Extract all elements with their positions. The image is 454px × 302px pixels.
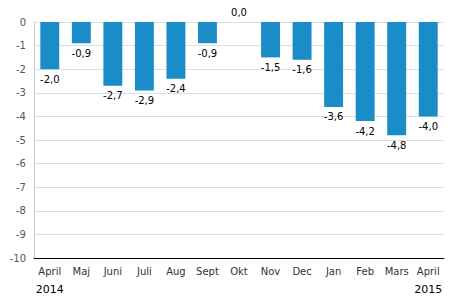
svg-text:-1,6: -1,6 xyxy=(292,64,312,75)
svg-text:-2,7: -2,7 xyxy=(103,90,123,101)
svg-text:April: April xyxy=(38,266,61,277)
svg-text:Mars: Mars xyxy=(385,266,409,277)
svg-text:-0,9: -0,9 xyxy=(198,48,218,59)
svg-text:-6: -6 xyxy=(16,158,26,169)
svg-text:-4,0: -4,0 xyxy=(418,121,438,132)
svg-text:-2: -2 xyxy=(16,64,26,75)
svg-text:-4: -4 xyxy=(16,111,26,122)
svg-text:0: 0 xyxy=(20,17,26,28)
svg-text:-3: -3 xyxy=(16,87,26,98)
svg-text:-2,9: -2,9 xyxy=(135,95,155,106)
svg-text:-4,2: -4,2 xyxy=(355,126,375,137)
svg-text:-10: -10 xyxy=(10,253,26,264)
svg-text:Okt: Okt xyxy=(230,266,248,277)
svg-text:Maj: Maj xyxy=(73,266,91,277)
svg-text:-7: -7 xyxy=(16,182,26,193)
svg-text:-1,5: -1,5 xyxy=(261,62,281,73)
svg-text:Dec: Dec xyxy=(292,266,311,277)
svg-text:Jan: Jan xyxy=(325,266,341,277)
svg-text:0,0: 0,0 xyxy=(231,7,247,18)
svg-text:Juni: Juni xyxy=(103,266,122,277)
svg-text:-2,0: -2,0 xyxy=(40,74,60,85)
svg-text:Sept: Sept xyxy=(196,266,219,277)
svg-text:Feb: Feb xyxy=(356,266,374,277)
svg-text:-0,9: -0,9 xyxy=(72,48,92,59)
svg-text:April: April xyxy=(417,266,440,277)
svg-text:Aug: Aug xyxy=(166,266,186,277)
svg-text:Nov: Nov xyxy=(261,266,281,277)
svg-text:-8: -8 xyxy=(16,205,26,216)
svg-text:-2,4: -2,4 xyxy=(166,83,186,94)
svg-text:-5: -5 xyxy=(16,135,26,146)
svg-text:-1: -1 xyxy=(16,40,26,51)
svg-text:-9: -9 xyxy=(16,229,26,240)
svg-text:Juli: Juli xyxy=(136,266,152,277)
svg-text:2015: 2015 xyxy=(414,283,442,296)
svg-text:-3,6: -3,6 xyxy=(324,111,344,122)
svg-text:2014: 2014 xyxy=(36,283,64,296)
svg-text:-4,8: -4,8 xyxy=(387,140,407,151)
